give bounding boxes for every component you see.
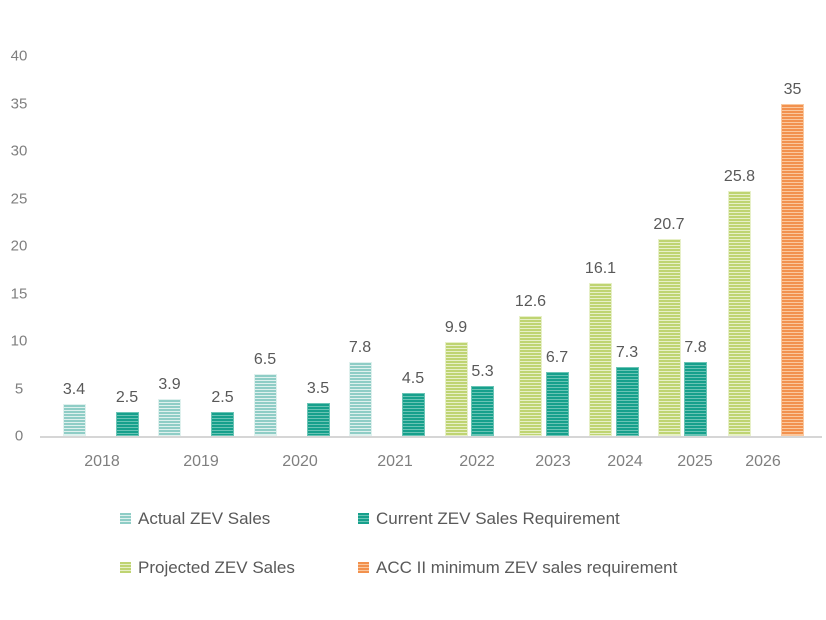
- value-label-current-2018: 2.5: [115, 389, 139, 407]
- x-tick-label-2020: 2020: [282, 453, 318, 470]
- legend-item-projected: Projected ZEV Sales: [120, 557, 295, 578]
- y-tick-label-35: 35: [10, 95, 28, 112]
- value-label-actual-2019: 3.9: [158, 375, 181, 393]
- y-tick-label-25: 25: [10, 190, 28, 207]
- x-tick-label-2018: 2018: [84, 453, 120, 470]
- legend-marker-actual: [120, 513, 131, 524]
- bar-actual-2019: [158, 398, 181, 436]
- x-axis-line: [40, 436, 822, 438]
- bar-actual-2020: [253, 374, 277, 436]
- bar-projected-2022: [444, 341, 468, 436]
- x-tick-label-2026: 2026: [745, 453, 781, 470]
- legend-label-projected: Projected ZEV Sales: [138, 558, 295, 577]
- value-label-actual-2021: 7.8: [348, 338, 372, 356]
- x-tick-label-2021: 2021: [377, 453, 413, 470]
- bar-actual-2018: [62, 403, 86, 436]
- x-tick-label-2023: 2023: [535, 453, 571, 470]
- x-tick-label-2025: 2025: [677, 453, 713, 470]
- bar-current-2020: [306, 402, 330, 436]
- bar-current-2023: [545, 372, 569, 436]
- value-label-projected-2023: 12.6: [514, 293, 547, 311]
- bar-projected-2026: [728, 190, 751, 436]
- value-label-current-2022: 5.3: [471, 362, 494, 380]
- value-label-projected-2022: 9.9: [444, 318, 468, 336]
- value-label-accii-2026: 35: [783, 80, 802, 98]
- value-label-projected-2026: 25.8: [723, 167, 756, 185]
- bar-current-2019: [211, 412, 234, 436]
- value-label-current-2021: 4.5: [401, 370, 425, 388]
- bar-current-2018: [115, 412, 139, 436]
- y-tick-label-5: 5: [14, 380, 24, 397]
- bar-current-2025: [684, 361, 707, 436]
- x-tick-label-2019: 2019: [183, 453, 219, 470]
- value-label-actual-2020: 6.5: [253, 351, 277, 369]
- value-label-current-2020: 3.5: [306, 379, 330, 397]
- x-tick-label-2024: 2024: [607, 453, 643, 470]
- y-tick-label-15: 15: [10, 285, 28, 302]
- legend-marker-accii: [358, 562, 369, 573]
- legend-item-actual: Actual ZEV Sales: [120, 508, 270, 529]
- value-label-actual-2018: 3.4: [62, 380, 86, 398]
- legend-label-actual: Actual ZEV Sales: [138, 509, 271, 528]
- y-tick-label-30: 30: [10, 142, 28, 160]
- x-tick-label-2022: 2022: [459, 453, 495, 470]
- bar-current-2022: [471, 385, 494, 436]
- value-label-current-2019: 2.5: [211, 389, 234, 407]
- bar-current-2024: [615, 366, 639, 436]
- value-label-projected-2024: 16.1: [584, 260, 617, 278]
- bar-actual-2021: [348, 361, 372, 436]
- bar-projected-2025: [657, 239, 681, 436]
- legend-label-accii: ACC II minimum ZEV sales requirement: [376, 558, 678, 577]
- value-label-current-2024: 7.3: [615, 343, 639, 361]
- legend-marker-projected: [120, 562, 131, 573]
- value-label-current-2025: 7.8: [684, 338, 707, 356]
- y-tick-label-0: 0: [14, 427, 24, 445]
- legend-item-current: Current ZEV Sales Requirement: [358, 508, 620, 529]
- y-tick-label-40: 40: [10, 47, 28, 65]
- y-tick-label-10: 10: [10, 332, 28, 350]
- bar-projected-2024: [589, 283, 612, 436]
- legend-marker-current: [358, 513, 369, 524]
- bar-accii-2026: [781, 103, 804, 436]
- legend-label-current: Current ZEV Sales Requirement: [376, 509, 620, 528]
- bar-current-2021: [401, 393, 425, 436]
- bar-projected-2023: [519, 316, 542, 436]
- y-tick-label-20: 20: [10, 237, 28, 255]
- legend-item-accii: ACC II minimum ZEV sales requirement: [358, 557, 677, 578]
- value-label-current-2023: 6.7: [545, 349, 569, 367]
- value-label-projected-2025: 20.7: [653, 216, 685, 234]
